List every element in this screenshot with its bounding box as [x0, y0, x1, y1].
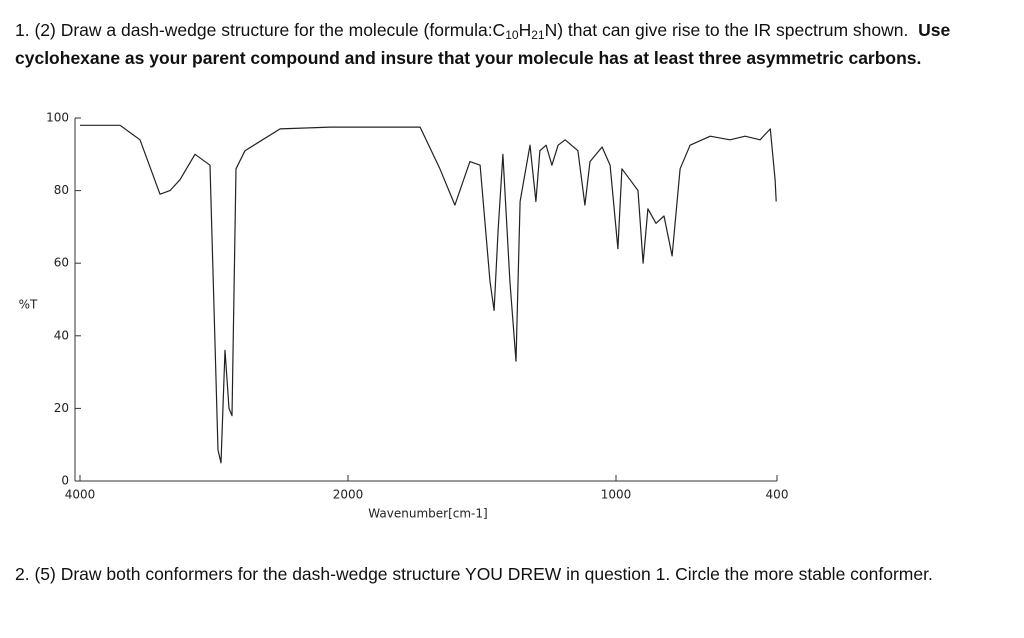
x-tick-label: 4000	[65, 488, 96, 502]
x-tick-label: 400	[766, 488, 789, 502]
x-tick-label: 1000	[601, 488, 632, 502]
question-1: 1. (2) Draw a dash-wedge structure for t…	[15, 16, 1005, 72]
y-axis-label: %T	[19, 298, 38, 312]
question-text: H	[518, 20, 532, 40]
y-tick-label: 100	[46, 111, 69, 125]
instruction: Use cyclohexane as your parent compound …	[15, 20, 951, 68]
y-tick-label: 80	[54, 183, 69, 197]
subscript: 21	[531, 28, 545, 42]
y-tick-label: 20	[54, 401, 69, 415]
question-text: 1. (2) Draw a dash-wedge structure for t…	[15, 20, 506, 40]
question-2: 2. (5) Draw both conformers for the dash…	[15, 560, 1005, 588]
x-tick-label: 2000	[333, 488, 364, 502]
y-tick-label: 0	[61, 474, 69, 488]
y-tick-label: 60	[54, 256, 69, 270]
spectrum-line	[80, 124, 777, 464]
subscript: 10	[505, 28, 519, 42]
question-text: N) that can give rise to the IR spectrum…	[544, 20, 909, 40]
x-axis-label: Wavenumber[cm-1]	[368, 507, 487, 521]
y-tick-label: 40	[54, 328, 69, 342]
question-text: 2. (5) Draw both conformers for the dash…	[15, 564, 933, 584]
